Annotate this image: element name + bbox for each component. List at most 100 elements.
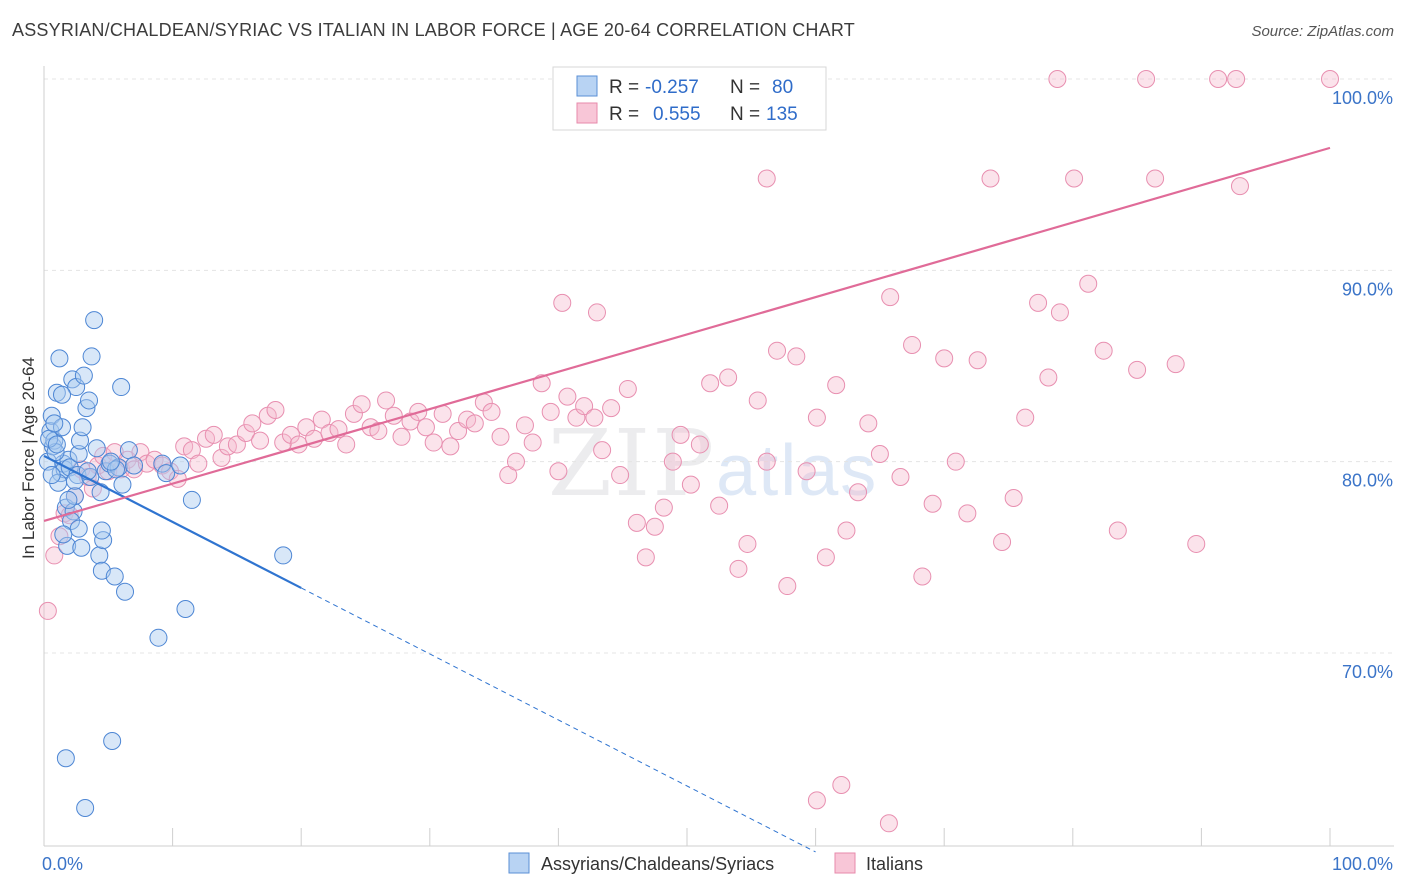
assyrian-point [74,366,93,385]
italian-point [541,402,560,421]
italian-point [281,425,300,444]
legend-r-value-1: -0.257 [645,77,699,98]
italian-point [768,341,787,360]
legend-n-label-1: N = [730,77,760,98]
italian-point [1227,70,1246,88]
italian-point [748,391,767,410]
italian-point [416,418,435,437]
italian-point [1039,368,1058,387]
assyrian-point [94,531,113,550]
assyrian-point [42,466,61,485]
trend-lines [43,146,1331,853]
assyrian-point [92,521,111,540]
assyrian-point [72,538,91,557]
italian-point [523,433,542,452]
italian-point [352,395,371,414]
assyrian-point [101,452,120,471]
assyrian-point [176,599,195,618]
italian-point [958,504,977,523]
assyrian-point [76,798,95,817]
assyrian-point [274,546,293,565]
legend-r-label-1: R = [609,77,639,98]
assyrian-point [50,349,69,368]
italian-point [837,521,856,540]
chart-title: ASSYRIAN/CHALDEAN/SYRIAC VS ITALIAN IN L… [12,20,855,40]
watermark-main: ZIP [548,410,717,517]
italian-point [654,498,673,517]
assyrian-point [80,391,99,410]
italian-point [981,169,1000,188]
italian-point [671,425,690,444]
assyrian-point [91,483,110,502]
y-tick-label: 90.0% [1342,279,1393,299]
italian-point [807,791,826,810]
italian-point [797,462,816,481]
italian-point [636,548,655,567]
italian-point [337,435,356,454]
italian-point [38,601,57,620]
italian-point [618,379,637,398]
italian-point [218,437,237,456]
legend-r-label-2: R = [609,104,639,125]
italian-point [506,452,525,471]
legend-swatch-pink [576,102,598,124]
italian-point [344,404,363,423]
assyrian-point [90,546,109,565]
italian-point [968,351,987,370]
italian-point [1230,177,1249,196]
italian-point [903,335,922,354]
legend-blue-swatch [508,852,530,874]
italian-point [611,466,630,485]
legend-pink-swatch [834,852,856,874]
italian-point [1209,70,1228,88]
italian-point [532,374,551,393]
italian-point [212,448,231,467]
italian-point [1016,408,1035,427]
italian-point [923,494,942,513]
italian-point [738,534,757,553]
assyrian-point [125,456,144,475]
italian-point [45,546,64,565]
legend-n-value-1: 80 [772,77,793,98]
italian-point [1094,341,1113,360]
italian-point [757,452,776,471]
italian-point [553,293,572,312]
assyrian-point [69,519,88,538]
italian-point [1048,70,1067,88]
italians-points [38,70,1339,833]
italian-point [1146,169,1165,188]
assyrian-point [112,378,131,397]
assyrian-point [85,311,104,330]
tick-labels: 70.0% 80.0% 90.0% 100.0% 0.0% 100.0% [42,88,1393,874]
italian-point [870,445,889,464]
legend-r-value-2: 0.555 [653,104,701,125]
source-label: Source: ZipAtlas.com [1251,23,1394,40]
italian-point [690,435,709,454]
assyrian-point [73,418,92,437]
italian-point [849,483,868,502]
italian-point [729,559,748,578]
watermark: ZIPatlas [548,410,878,517]
italian-point [575,397,594,416]
italian-point [701,374,720,393]
assyrian-trend-extension [300,587,816,853]
italian-point [266,401,285,420]
italian-point [879,814,898,833]
italian-point [787,347,806,366]
italian-point [946,452,965,471]
italian-point [377,391,396,410]
assyrian-point [103,732,122,751]
italian-point [499,466,518,485]
assyrian-point [54,525,73,544]
italian-point [236,423,255,442]
italian-point [602,399,621,418]
italian-point [681,475,700,494]
assyrian-point [149,628,168,647]
assyrian-point [113,475,132,494]
watermark-sub: atlas [716,431,879,511]
italian-point [243,414,262,433]
italian-point [627,513,646,532]
italian-point [1166,355,1185,374]
italian-point [189,454,208,473]
